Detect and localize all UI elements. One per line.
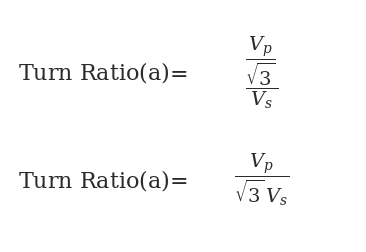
- Text: $\mathrm{Turn\ Ratio(a)}$: $\mathrm{Turn\ Ratio(a)}$: [18, 167, 170, 192]
- Text: $\dfrac{\dfrac{V_p}{\sqrt{3}}}{V_s}$: $\dfrac{\dfrac{V_p}{\sqrt{3}}}{V_s}$: [245, 35, 278, 110]
- Text: $=$: $=$: [165, 169, 187, 191]
- Text: $\mathrm{Turn\ Ratio(a)}$: $\mathrm{Turn\ Ratio(a)}$: [18, 60, 170, 85]
- Text: $\dfrac{V_p}{\sqrt{3}\,V_s}$: $\dfrac{V_p}{\sqrt{3}\,V_s}$: [234, 152, 290, 208]
- Text: $=$: $=$: [165, 61, 187, 83]
